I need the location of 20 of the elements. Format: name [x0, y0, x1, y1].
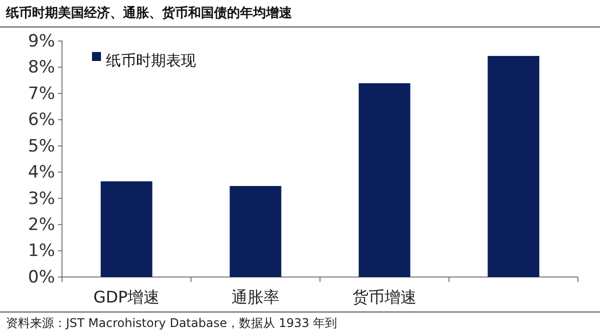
x-tick-label: 通胀率 — [232, 287, 280, 306]
bar — [230, 186, 282, 277]
legend-label: 纸币时期表现 — [106, 52, 196, 70]
y-tick-label: 2% — [28, 214, 55, 235]
y-tick-label: 1% — [28, 241, 55, 262]
y-tick-label: 7% — [28, 84, 55, 104]
bar — [488, 56, 540, 277]
bar — [100, 181, 152, 277]
y-tick-label: 0% — [28, 267, 55, 288]
y-tick-label: 5% — [28, 136, 55, 156]
x-tick-label: GDP增速 — [93, 287, 160, 306]
chart-title: 纸币时期美国经济、通胀、货币和国债的年均增速 — [5, 5, 293, 21]
y-tick-label: 4% — [28, 162, 55, 183]
bar — [358, 83, 410, 277]
y-tick-label: 9% — [28, 31, 55, 52]
y-tick-label: 8% — [28, 58, 55, 78]
x-tick-label: 货币增速 — [352, 287, 416, 306]
y-tick-label: 3% — [28, 188, 55, 209]
y-tick-label: 6% — [28, 110, 55, 130]
text: 资料来源：JST Macrohistory Database，数据从 1933 年到 — [6, 316, 338, 330]
